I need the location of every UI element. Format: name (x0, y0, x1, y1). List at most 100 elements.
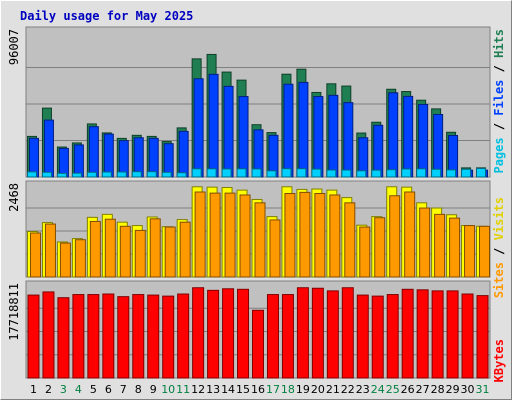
bar-pages-day-6 (101, 171, 112, 178)
bar-sites-day-27 (419, 207, 431, 278)
bar-sites-day-8 (134, 229, 146, 278)
legend-entry: / (492, 240, 506, 262)
day-label-7: 7 (120, 383, 127, 396)
day-label-25: 25 (386, 383, 400, 396)
legend-entry: Files (492, 80, 506, 116)
bar-files-day-19 (298, 81, 309, 178)
bar-kbytes-day-11 (177, 293, 190, 379)
bar-sites-day-16 (254, 202, 266, 278)
legend-entry: / (492, 116, 506, 138)
bar-kbytes-day-19 (296, 287, 309, 379)
bar-kbytes-day-27 (416, 289, 429, 379)
day-label-29: 29 (446, 383, 460, 396)
bar-pages-day-22 (341, 169, 352, 178)
bar-sites-day-22 (344, 202, 356, 278)
bar-kbytes-day-30 (461, 293, 474, 379)
bar-sites-day-4 (74, 239, 86, 278)
bar-sites-day-26 (404, 191, 416, 278)
bar-sites-day-19 (299, 191, 311, 278)
bar-sites-day-21 (329, 194, 341, 278)
bar-pages-day-5 (86, 171, 97, 178)
day-label-18: 18 (281, 383, 295, 396)
day-label-2: 2 (45, 383, 52, 396)
panel-visits-sites (25, 180, 491, 278)
bar-sites-day-29 (449, 217, 461, 278)
bar-sites-day-10 (164, 226, 176, 278)
bar-files-day-22 (343, 102, 354, 178)
bar-files-day-6 (103, 133, 114, 178)
legend-entry: Hits (492, 29, 506, 58)
day-label-31: 31 (476, 383, 490, 396)
bar-pages-day-30 (461, 168, 472, 178)
bar-sites-day-24 (374, 217, 386, 278)
bar-pages-day-11 (176, 172, 187, 178)
bar-pages-day-4 (71, 172, 82, 178)
bar-kbytes-day-13 (207, 289, 220, 379)
bar-kbytes-day-7 (117, 296, 130, 379)
day-label-13: 13 (206, 383, 220, 396)
day-label-6: 6 (105, 383, 112, 396)
bar-pages-day-21 (326, 169, 337, 178)
bar-pages-day-25 (386, 169, 397, 178)
bar-sites-day-31 (479, 225, 491, 278)
bar-pages-day-20 (311, 168, 322, 178)
bar-pages-day-31 (476, 167, 487, 178)
bar-kbytes-day-6 (102, 293, 115, 379)
bar-sites-day-6 (104, 218, 116, 278)
bar-sites-day-15 (239, 194, 251, 278)
day-label-28: 28 (431, 383, 445, 396)
day-label-22: 22 (341, 383, 355, 396)
bar-sites-day-5 (89, 220, 101, 278)
bar-pages-day-26 (401, 168, 412, 178)
day-label-24: 24 (371, 383, 385, 396)
day-label-15: 15 (236, 383, 250, 396)
day-label-5: 5 (90, 383, 97, 396)
day-label-19: 19 (296, 383, 310, 396)
bar-files-day-2 (43, 119, 54, 178)
bar-files-day-26 (403, 95, 414, 178)
bar-kbytes-day-24 (371, 295, 384, 379)
day-label-9: 9 (150, 383, 157, 396)
bar-files-day-20 (313, 96, 324, 178)
bar-pages-day-24 (371, 169, 382, 178)
day-label-1: 1 (30, 383, 37, 396)
bar-pages-day-29 (446, 169, 457, 178)
day-label-26: 26 (401, 383, 415, 396)
bar-sites-day-3 (59, 242, 71, 278)
day-label-4: 4 (75, 383, 82, 396)
bar-pages-day-8 (131, 171, 142, 178)
bar-kbytes-day-17 (266, 294, 279, 379)
day-label-8: 8 (135, 383, 142, 396)
bar-sites-day-25 (389, 195, 401, 278)
bar-files-day-18 (283, 83, 294, 178)
day-label-3: 3 (60, 383, 67, 396)
bar-pages-day-9 (146, 171, 157, 178)
day-label-16: 16 (251, 383, 265, 396)
panel-hits-files-pages (25, 26, 491, 178)
bar-files-day-1 (28, 137, 39, 178)
bar-files-day-14 (223, 85, 234, 178)
bar-pages-day-14 (221, 168, 232, 178)
bar-sites-day-7 (119, 225, 131, 278)
bar-files-day-28 (433, 113, 444, 178)
bar-kbytes-day-16 (252, 309, 264, 379)
bar-files-day-3 (58, 147, 69, 178)
bar-sites-day-12 (194, 191, 206, 278)
bar-pages-day-28 (431, 168, 442, 178)
bar-files-day-15 (238, 96, 249, 178)
day-label-27: 27 (416, 383, 430, 396)
day-label-12: 12 (191, 383, 205, 396)
bar-pages-day-27 (416, 168, 427, 178)
day-label-20: 20 (311, 383, 325, 396)
bar-kbytes-day-12 (192, 287, 205, 379)
bar-sites-day-9 (149, 218, 161, 278)
bar-kbytes-day-8 (132, 294, 145, 379)
bar-pages-day-18 (281, 168, 292, 178)
day-label-11: 11 (176, 383, 190, 396)
bar-kbytes-day-28 (431, 290, 444, 379)
legend-bottom: KBytes (492, 339, 506, 382)
day-label-10: 10 (161, 383, 175, 396)
day-label-23: 23 (356, 383, 370, 396)
day-label-14: 14 (221, 383, 235, 396)
